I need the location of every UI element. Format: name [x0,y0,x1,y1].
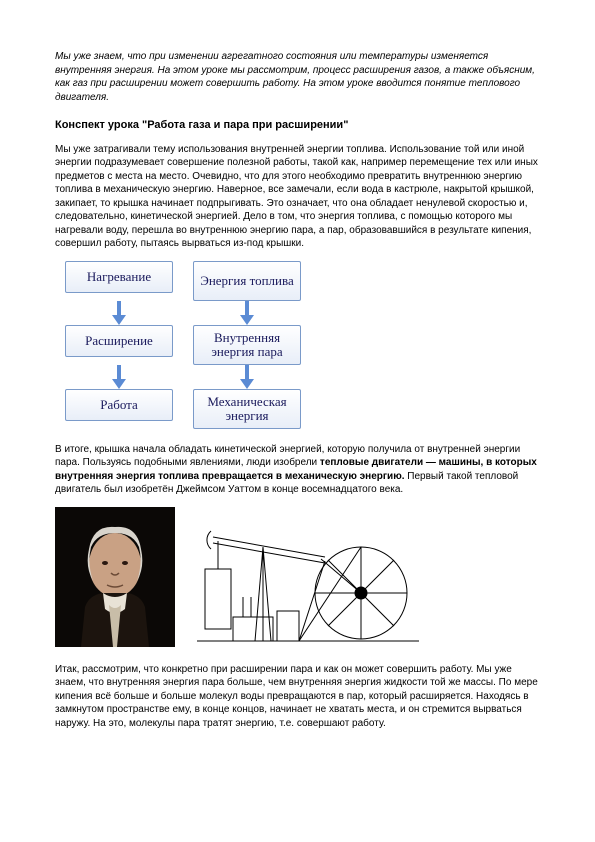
paragraph-2: В итоге, крышка начала обладать кинетиче… [55,443,540,497]
fc-box-mechanical-energy: Механическая энергия [193,389,301,429]
fc-box-expansion: Расширение [65,325,173,357]
arrow-down-icon [240,365,254,389]
paragraph-3: Итак, рассмотрим, что конкретно при расш… [55,663,540,731]
fc-box-internal-energy: Внутренняя энергия пара [193,325,301,365]
lesson-heading: Конспект урока "Работа газа и пара при р… [55,118,540,133]
fc-box-work: Работа [65,389,173,421]
figure-row [55,507,540,647]
arrow-down-icon [112,301,126,325]
intro-paragraph: Мы уже знаем, что при изменении агрегатн… [55,50,540,104]
fc-box-fuel-energy: Энергия топлива [193,261,301,301]
arrow-down-icon [240,301,254,325]
paragraph-1: Мы уже затрагивали тему использования вн… [55,143,540,251]
arrow-down-icon [112,365,126,389]
james-watt-portrait [55,507,175,647]
energy-flowchart: Нагревание Энергия топлива Расширение Вн… [65,261,540,429]
fc-box-heating: Нагревание [65,261,173,293]
steam-engine-illustration [193,507,423,647]
